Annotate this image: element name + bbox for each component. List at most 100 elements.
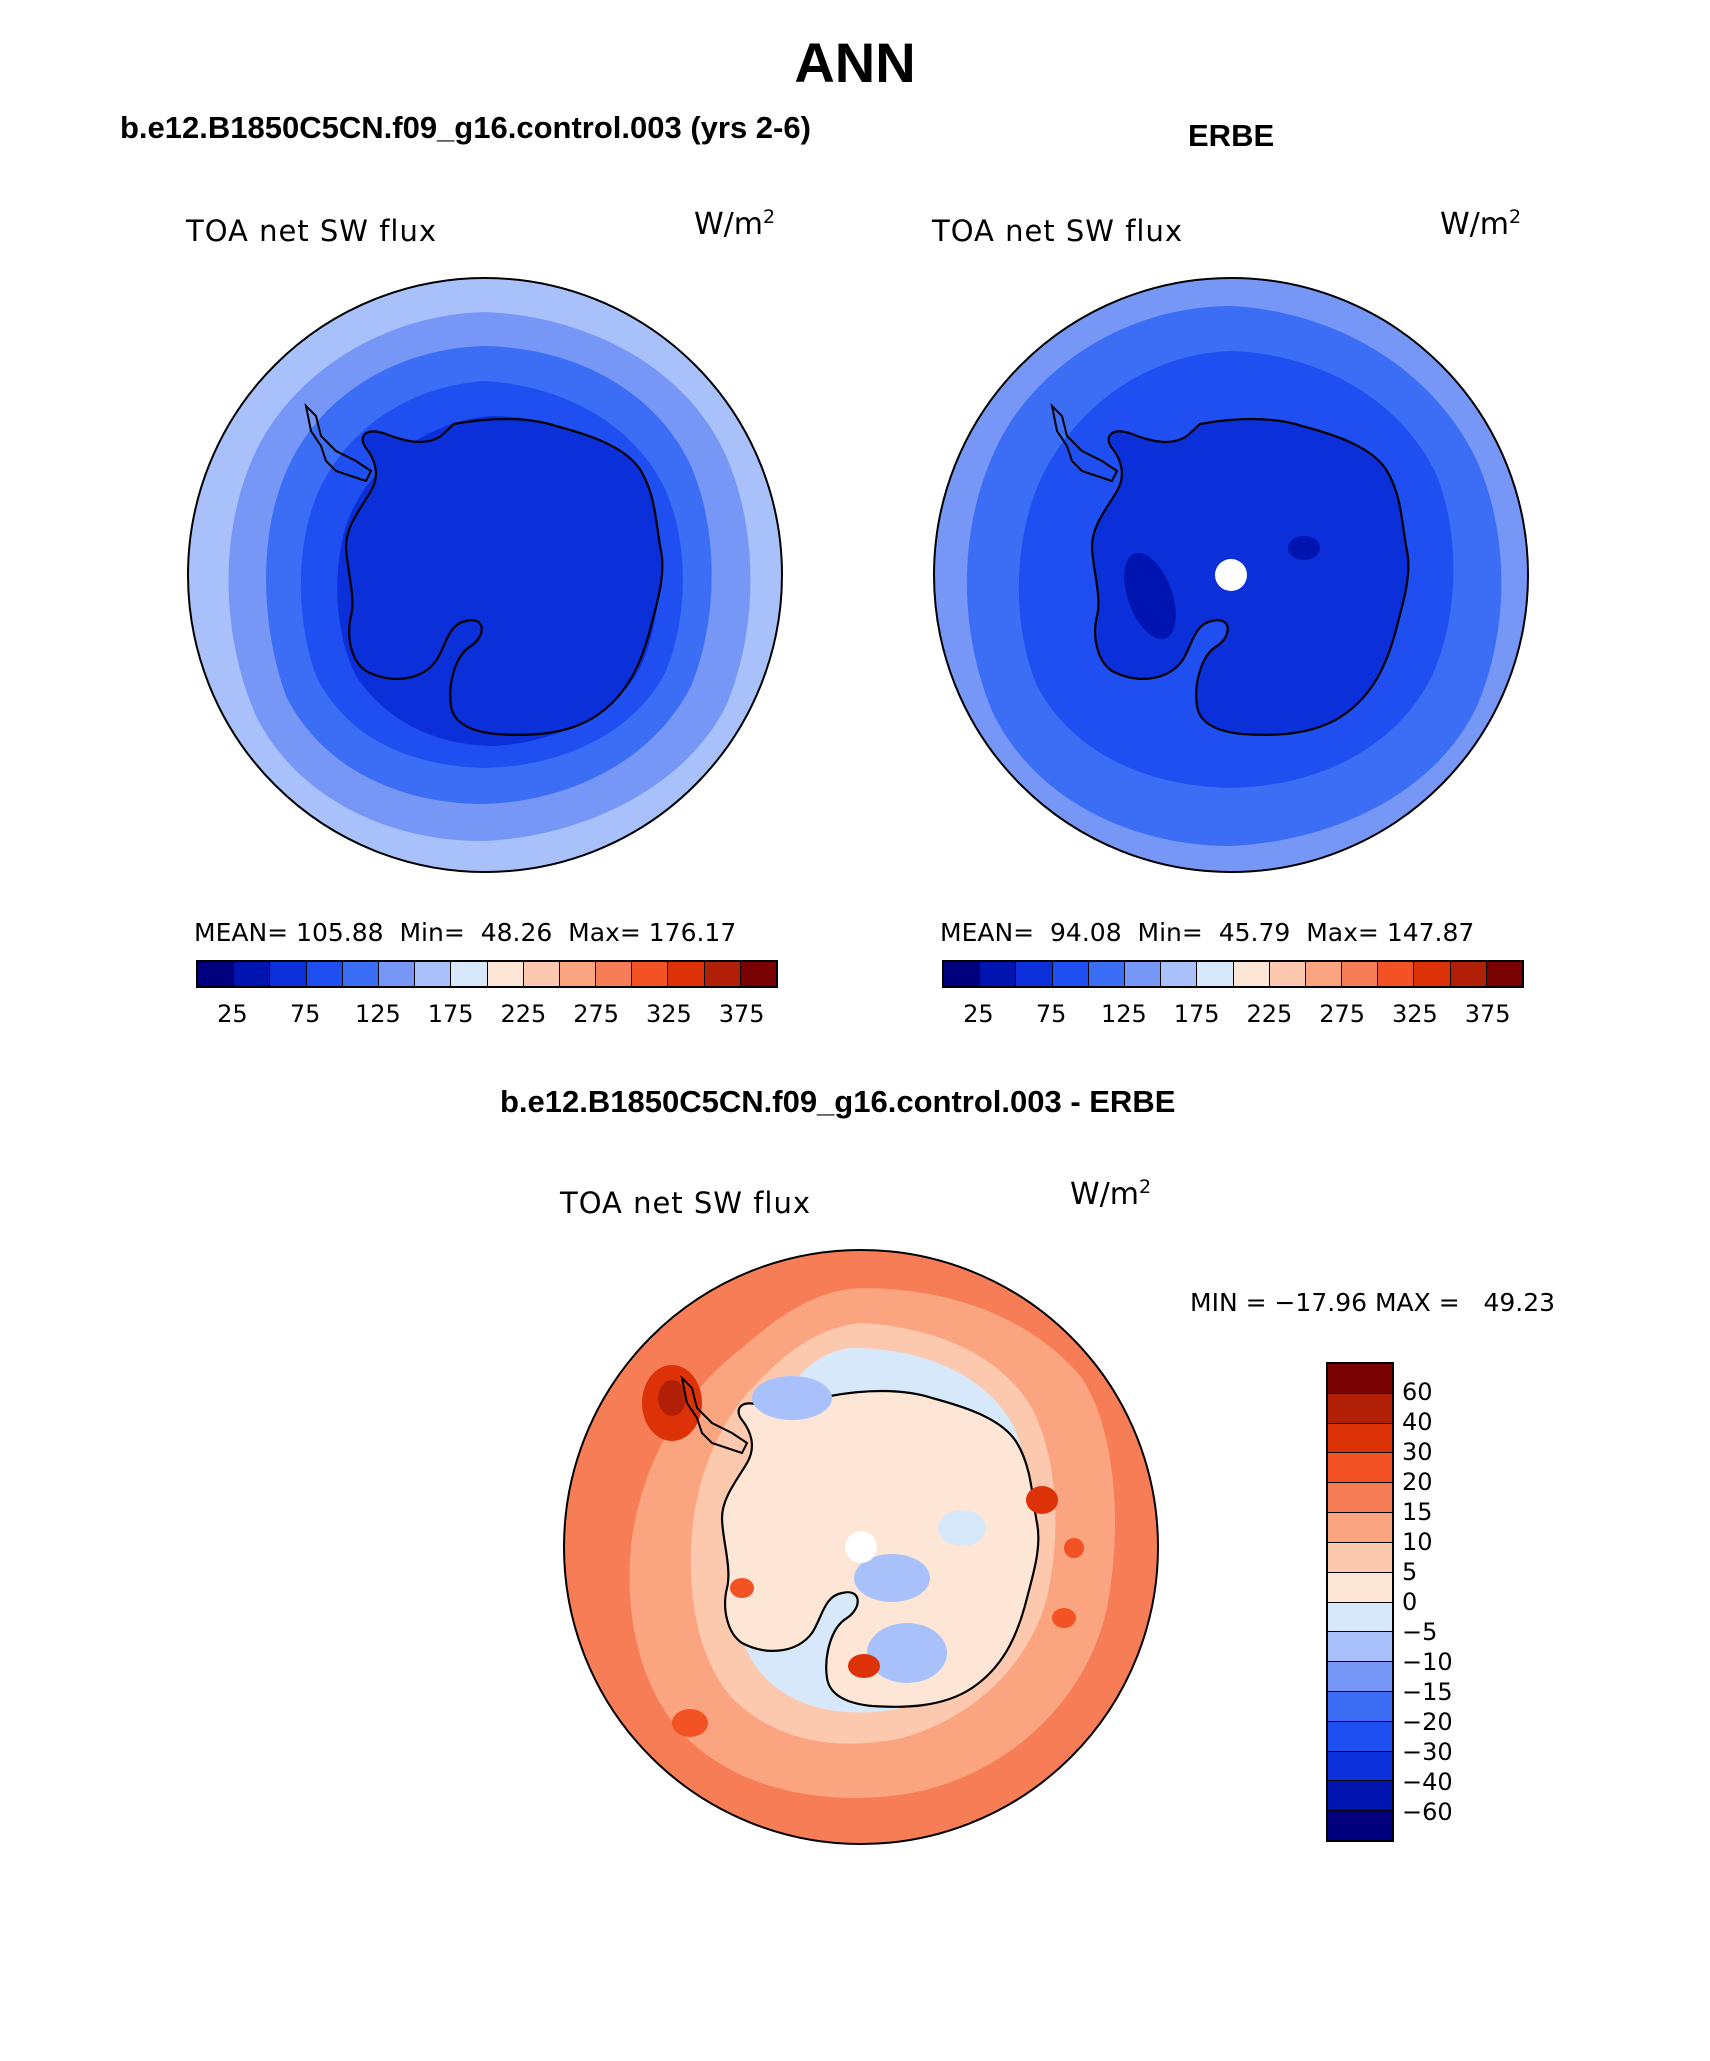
colorbar-swatch bbox=[1161, 962, 1198, 986]
colorbar-swatch bbox=[1342, 962, 1379, 986]
colorbar-tick-label: 10 bbox=[1402, 1528, 1433, 1556]
colorbar-tick-label: 5 bbox=[1402, 1558, 1418, 1586]
colorbar-swatch bbox=[342, 962, 379, 986]
colorbar-swatch bbox=[1328, 1781, 1392, 1812]
colorbar-swatch bbox=[1328, 1811, 1392, 1840]
figure-title: ANN bbox=[794, 31, 916, 94]
model-panel-title: b.e12.B1850C5CN.f09_g16.control.003 (yrs… bbox=[120, 110, 811, 145]
colorbar-swatch bbox=[1328, 1393, 1392, 1424]
colorbar-tick-label: 225 bbox=[1246, 1000, 1293, 1028]
colorbar-tick-label: 30 bbox=[1402, 1438, 1433, 1466]
colorbar-swatch bbox=[1197, 962, 1234, 986]
colorbar-swatch bbox=[198, 962, 235, 986]
colorbar-tick-label: 325 bbox=[645, 1000, 692, 1028]
colorbar-tick-label: 175 bbox=[1173, 1000, 1220, 1028]
model-polar-map bbox=[187, 277, 783, 873]
diff-variable-label: TOA net SW flux bbox=[560, 1186, 812, 1220]
diff-colorbar bbox=[1326, 1362, 1394, 1842]
colorbar-swatch bbox=[523, 962, 560, 986]
diff-minmax: MIN = −17.96 MAX = 49.23 bbox=[1190, 1288, 1556, 1317]
colorbar-tick-label: −10 bbox=[1402, 1648, 1453, 1676]
colorbar-swatch bbox=[1450, 962, 1487, 986]
colorbar-swatch bbox=[1269, 962, 1306, 986]
colorbar-swatch bbox=[1016, 962, 1053, 986]
colorbar-tick-label: 20 bbox=[1402, 1468, 1433, 1496]
model-colorbar-labels: 25 75 125 175 225 275 325 375 bbox=[196, 1000, 778, 1030]
colorbar-swatch bbox=[559, 962, 597, 986]
colorbar-swatch bbox=[1328, 1572, 1392, 1603]
colorbar-swatch bbox=[704, 962, 741, 986]
colorbar-swatch bbox=[1414, 962, 1451, 986]
colorbar-swatch bbox=[415, 962, 452, 986]
colorbar-swatch bbox=[944, 962, 981, 986]
obs-units: W/m2 bbox=[1440, 206, 1522, 242]
colorbar-tick-label: 125 bbox=[354, 1000, 401, 1028]
colorbar-swatch bbox=[1124, 962, 1162, 986]
colorbar-tick-label: 75 bbox=[289, 1000, 321, 1028]
colorbar-swatch bbox=[1486, 962, 1522, 986]
colorbar-tick-label: 15 bbox=[1402, 1498, 1433, 1526]
diff-units: W/m2 bbox=[1070, 1176, 1152, 1212]
colorbar-tick-label: −15 bbox=[1402, 1678, 1453, 1706]
colorbar-tick-label: 25 bbox=[963, 1000, 994, 1028]
colorbar-swatch bbox=[596, 962, 633, 986]
obs-stats: MEAN= 94.08 Min= 45.79 Max= 147.87 bbox=[940, 918, 1475, 947]
colorbar-swatch bbox=[740, 962, 776, 986]
colorbar-tick-label: −30 bbox=[1402, 1738, 1453, 1766]
obs-variable-label: TOA net SW flux bbox=[932, 214, 1184, 248]
colorbar-tick-label: 75 bbox=[1035, 1000, 1067, 1028]
colorbar-swatch bbox=[1378, 962, 1415, 986]
colorbar-swatch bbox=[1328, 1602, 1392, 1633]
obs-colorbar-labels: 25 75 125 175 225 275 325 375 bbox=[942, 1000, 1524, 1030]
diff-panel-title: b.e12.B1850C5CN.f09_g16.control.003 - ER… bbox=[500, 1084, 1176, 1119]
colorbar-tick-label: −60 bbox=[1402, 1798, 1453, 1826]
colorbar-swatch bbox=[306, 962, 343, 986]
colorbar-swatch bbox=[1328, 1364, 1392, 1394]
model-colorbar bbox=[196, 960, 778, 988]
colorbar-swatch bbox=[1233, 962, 1270, 986]
colorbar-swatch bbox=[234, 962, 271, 986]
colorbar-tick-label: −5 bbox=[1402, 1618, 1438, 1646]
model-stats: MEAN= 105.88 Min= 48.26 Max= 176.17 bbox=[194, 918, 737, 947]
colorbar-swatch bbox=[1052, 962, 1089, 986]
colorbar-swatch bbox=[1328, 1423, 1392, 1454]
colorbar-swatch bbox=[1328, 1662, 1392, 1692]
colorbar-tick-label: 175 bbox=[427, 1000, 474, 1028]
colorbar-swatch bbox=[1328, 1721, 1392, 1752]
colorbar-tick-label: 0 bbox=[1402, 1588, 1418, 1616]
model-variable-label: TOA net SW flux bbox=[186, 214, 438, 248]
model-units: W/m2 bbox=[694, 206, 776, 242]
colorbar-swatch bbox=[1328, 1751, 1392, 1782]
colorbar-tick-label: 25 bbox=[217, 1000, 248, 1028]
colorbar-swatch bbox=[1328, 1513, 1392, 1543]
colorbar-tick-label: 275 bbox=[1319, 1000, 1366, 1028]
colorbar-tick-label: 60 bbox=[1402, 1378, 1433, 1406]
colorbar-swatch bbox=[451, 962, 488, 986]
colorbar-swatch bbox=[1328, 1691, 1392, 1722]
colorbar-swatch bbox=[1305, 962, 1343, 986]
colorbar-tick-label: 325 bbox=[1391, 1000, 1438, 1028]
colorbar-swatch bbox=[1328, 1632, 1392, 1663]
colorbar-tick-label: −20 bbox=[1402, 1708, 1453, 1736]
colorbar-swatch bbox=[1328, 1453, 1392, 1484]
colorbar-swatch bbox=[632, 962, 669, 986]
colorbar-swatch bbox=[980, 962, 1017, 986]
colorbar-swatch bbox=[1328, 1542, 1392, 1573]
colorbar-tick-label: 225 bbox=[500, 1000, 547, 1028]
colorbar-swatch bbox=[1328, 1483, 1392, 1514]
obs-polar-map bbox=[933, 277, 1529, 873]
colorbar-tick-label: 40 bbox=[1402, 1408, 1433, 1436]
colorbar-swatch bbox=[378, 962, 416, 986]
colorbar-tick-label: 375 bbox=[718, 1000, 765, 1028]
colorbar-swatch bbox=[1088, 962, 1125, 986]
colorbar-tick-label: 375 bbox=[1464, 1000, 1511, 1028]
colorbar-tick-label: 275 bbox=[573, 1000, 620, 1028]
colorbar-swatch bbox=[668, 962, 705, 986]
obs-panel-title: ERBE bbox=[1188, 118, 1275, 153]
colorbar-swatch bbox=[270, 962, 307, 986]
obs-colorbar bbox=[942, 960, 1524, 988]
colorbar-tick-label: 125 bbox=[1100, 1000, 1147, 1028]
colorbar-tick-label: −40 bbox=[1402, 1768, 1453, 1796]
diff-polar-map bbox=[563, 1249, 1159, 1845]
colorbar-swatch bbox=[487, 962, 524, 986]
